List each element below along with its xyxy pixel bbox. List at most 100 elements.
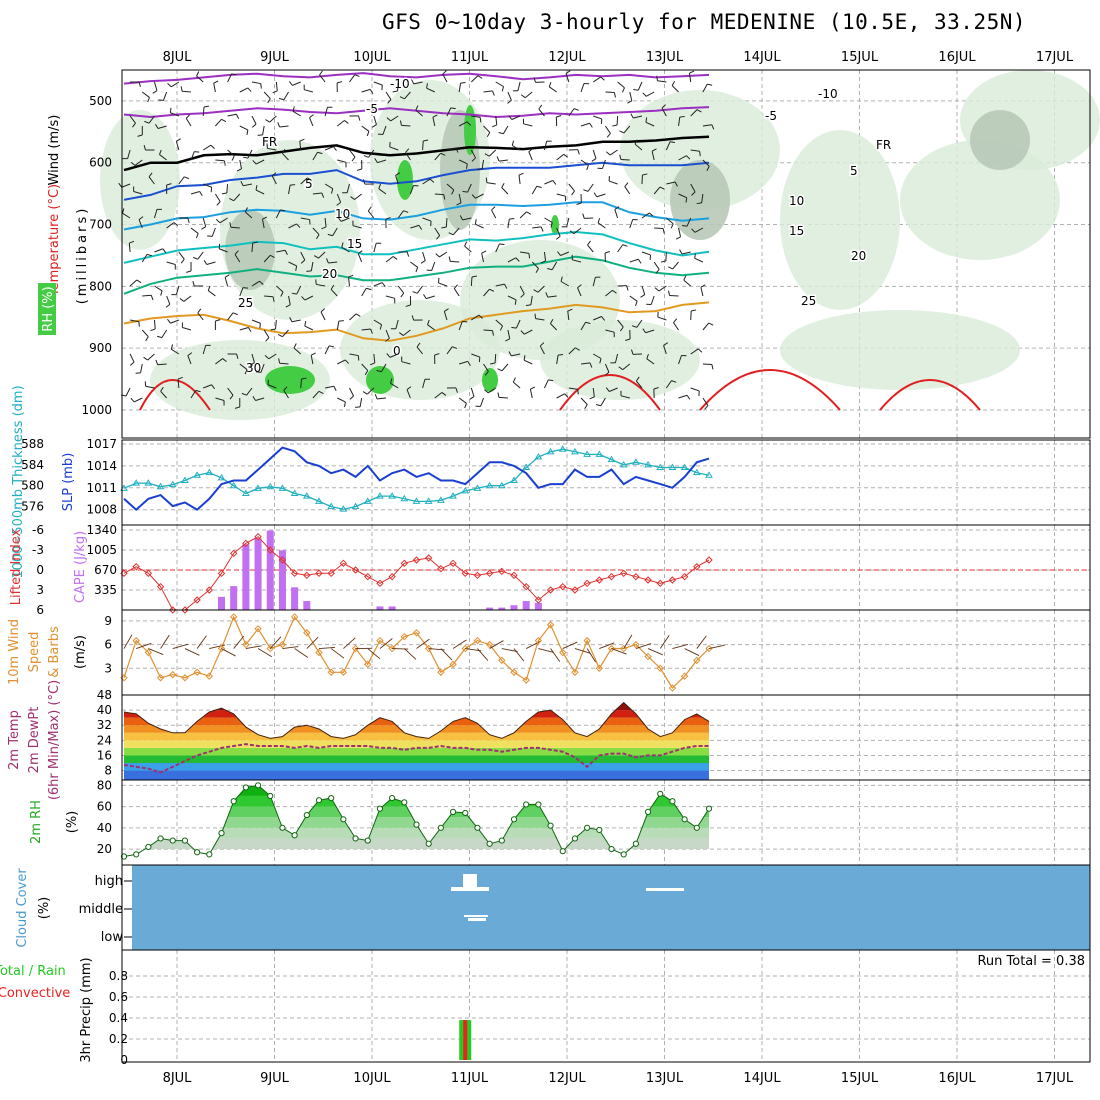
wind-barb xyxy=(483,363,489,372)
wind-barb xyxy=(544,217,553,223)
cloud-fraction xyxy=(463,874,477,888)
wind-barb xyxy=(532,226,542,229)
thickness-marker xyxy=(571,447,579,455)
wind-barb xyxy=(426,87,435,93)
wind-marker xyxy=(351,644,360,653)
wind-barb xyxy=(592,387,595,397)
wind-barb xyxy=(279,125,289,128)
wind-barb xyxy=(182,327,192,331)
wind-barb-flag xyxy=(244,369,248,375)
wind-barb-flag xyxy=(577,389,579,395)
ylabel-wind-units: (m/s) xyxy=(73,635,88,669)
wind-barb-flag xyxy=(392,256,398,260)
wind-barb-flag xyxy=(405,148,410,153)
wind-barb-flag xyxy=(675,236,681,240)
wind-barb xyxy=(683,279,692,287)
ylabel-temp: 2m Temp xyxy=(7,710,22,770)
wind-barb-flag xyxy=(443,194,446,200)
wind-barb-flag xyxy=(376,369,382,373)
wind-barb xyxy=(373,353,376,364)
wind-barb-flag xyxy=(654,287,660,292)
wind-barb-flag xyxy=(304,321,307,327)
wind-marker xyxy=(169,670,177,679)
wind-barb xyxy=(702,397,709,406)
wind-barb xyxy=(154,248,164,253)
contour-label: 10 xyxy=(789,194,804,208)
wind-barb-flag xyxy=(143,145,146,151)
wind-barb-flag xyxy=(557,251,561,256)
wind-barb xyxy=(458,159,468,165)
wind-barb xyxy=(544,379,549,389)
ytick-pressure: 1000 xyxy=(81,403,112,417)
wind-barb xyxy=(666,181,676,185)
lifted-marker xyxy=(229,549,238,558)
wind-barb xyxy=(580,159,589,166)
wind-marker xyxy=(400,632,409,641)
wind-barb xyxy=(357,253,363,263)
wind-barb xyxy=(227,149,235,157)
wind-barb-flag xyxy=(420,260,426,264)
wind-barb xyxy=(665,141,671,151)
rh-marker xyxy=(425,840,432,847)
wind-barb-10m xyxy=(294,648,309,658)
ylabel-cape: CAPE (J/kg) xyxy=(73,531,88,603)
thickness-marker xyxy=(266,482,275,490)
wind-barb-flag xyxy=(405,304,411,307)
wind-barb xyxy=(694,227,704,233)
wind-barb-flag xyxy=(385,217,391,220)
wind-barb xyxy=(175,141,180,151)
wind-barb xyxy=(349,74,356,83)
wind-barb xyxy=(145,385,155,389)
wind-barb-flag xyxy=(642,92,647,97)
wind-barb-flag xyxy=(236,168,242,172)
wind-barb xyxy=(312,390,320,399)
wind-barb-flag xyxy=(491,206,496,211)
wind-barb-flag xyxy=(357,250,363,255)
wind-barb xyxy=(479,397,485,407)
wind-barb xyxy=(523,359,533,365)
ytick-pressure: 600 xyxy=(89,156,112,170)
wind-barb-flag xyxy=(162,248,167,254)
ytick-temp: 40 xyxy=(97,703,112,717)
rh-marker xyxy=(596,826,603,834)
wind-barb xyxy=(380,363,387,372)
wind-barb xyxy=(702,83,708,93)
wind-barb-flag xyxy=(460,82,466,84)
wind-barb xyxy=(488,149,497,157)
rh-shading xyxy=(150,340,330,420)
wind-barb-flag xyxy=(309,114,314,119)
wind-barb xyxy=(224,277,229,287)
wind-barb-flag xyxy=(624,182,629,187)
wind-barb xyxy=(678,355,682,365)
cape-bar xyxy=(291,587,299,610)
wind-barb xyxy=(495,115,498,125)
temp-line xyxy=(123,701,710,739)
wind-barb xyxy=(678,193,687,199)
ytick-temp: 48 xyxy=(97,688,112,702)
lifted-marker xyxy=(449,559,457,568)
ytick-temp: 24 xyxy=(97,733,112,747)
lifted-marker xyxy=(339,559,348,568)
thickness-marker xyxy=(217,473,226,481)
wind-barb-flag xyxy=(691,309,697,312)
rh-marker xyxy=(571,835,579,842)
lifted-marker xyxy=(412,556,421,564)
wind-barb-flag xyxy=(423,139,429,142)
wind-barb-flag xyxy=(370,328,373,334)
wind-barb xyxy=(246,387,253,396)
wind-barb-flag xyxy=(406,386,412,391)
wind-barb-flag xyxy=(195,233,199,239)
cape-bar xyxy=(218,596,225,610)
wind-barb-flag xyxy=(252,123,257,128)
wind-marker xyxy=(546,621,555,629)
wind-barb-flag xyxy=(159,149,162,155)
wind-barb-flag xyxy=(448,232,454,236)
wind-barb xyxy=(491,209,497,219)
wind-barb-flag xyxy=(316,234,320,240)
temp-panel xyxy=(123,701,710,780)
wind-barb-flag xyxy=(201,226,206,230)
wind-barb-flag xyxy=(453,284,458,289)
wind-barb xyxy=(183,295,192,302)
legend-convective: Convective xyxy=(0,986,70,1001)
cape-bar xyxy=(388,606,396,610)
